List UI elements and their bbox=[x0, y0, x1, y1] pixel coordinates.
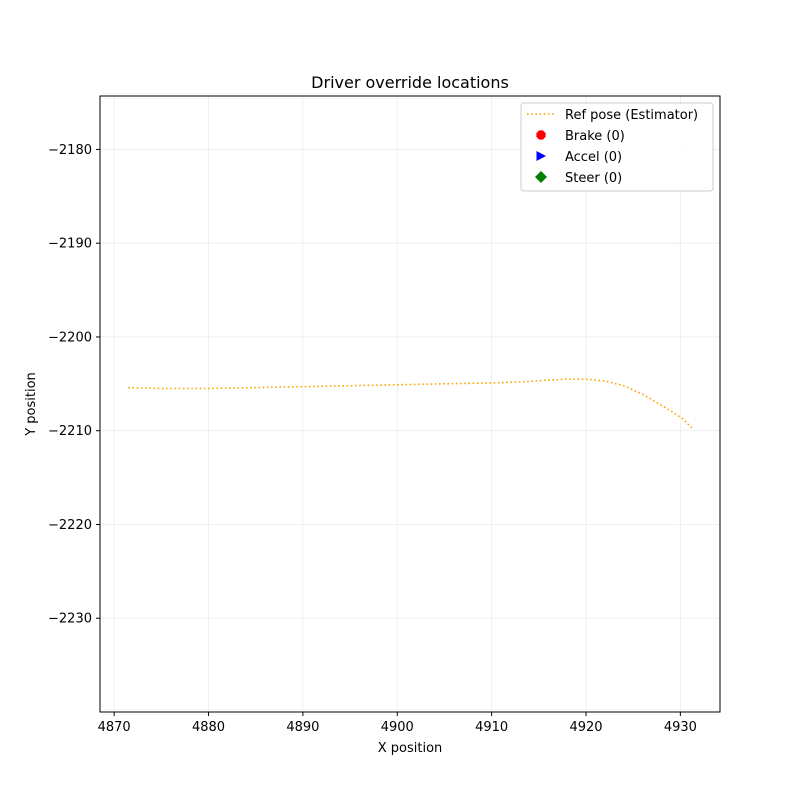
legend-label: Brake (0) bbox=[565, 129, 625, 144]
legend-label: Accel (0) bbox=[565, 150, 622, 165]
axes-frame bbox=[99, 95, 721, 713]
x-tick-label: 4930 bbox=[664, 720, 697, 735]
legend: Ref pose (Estimator) Brake (0) Accel (0) St… bbox=[520, 102, 714, 192]
x-tick-label: 4880 bbox=[192, 720, 225, 735]
y-axis: −2180 −2190 −2200 −2210 −2220 −2230 bbox=[48, 143, 100, 627]
x-tick-label: 4870 bbox=[98, 720, 131, 735]
y-tick-label: −2220 bbox=[48, 518, 92, 533]
x-tick-label: 4900 bbox=[381, 720, 414, 735]
legend-label: Steer (0) bbox=[565, 171, 622, 186]
y-axis-label: Y position bbox=[24, 372, 39, 437]
x-tick-label: 4920 bbox=[569, 720, 602, 735]
y-tick-label: −2200 bbox=[48, 330, 92, 345]
y-tick-label: −2230 bbox=[48, 612, 92, 627]
x-tick-label: 4910 bbox=[475, 720, 508, 735]
legend-swatch-octagon bbox=[536, 130, 546, 140]
x-axis: 4870 4880 4890 4900 4910 4920 4930 bbox=[98, 712, 697, 735]
y-tick-label: −2190 bbox=[48, 237, 92, 252]
y-tick-label: −2180 bbox=[48, 143, 92, 158]
x-tick-label: 4890 bbox=[286, 720, 319, 735]
series-line-ref-pose bbox=[128, 378, 693, 429]
y-tick-label: −2210 bbox=[48, 424, 92, 439]
legend-swatch-triangle-right bbox=[536, 151, 546, 161]
legend-swatch-diamond bbox=[535, 171, 547, 183]
plot-area bbox=[128, 378, 693, 429]
grid bbox=[100, 96, 720, 712]
x-axis-label: X position bbox=[378, 741, 443, 756]
chart-title: Driver override locations bbox=[311, 73, 509, 92]
legend-label: Ref pose (Estimator) bbox=[565, 108, 698, 123]
legend-box bbox=[520, 102, 714, 192]
